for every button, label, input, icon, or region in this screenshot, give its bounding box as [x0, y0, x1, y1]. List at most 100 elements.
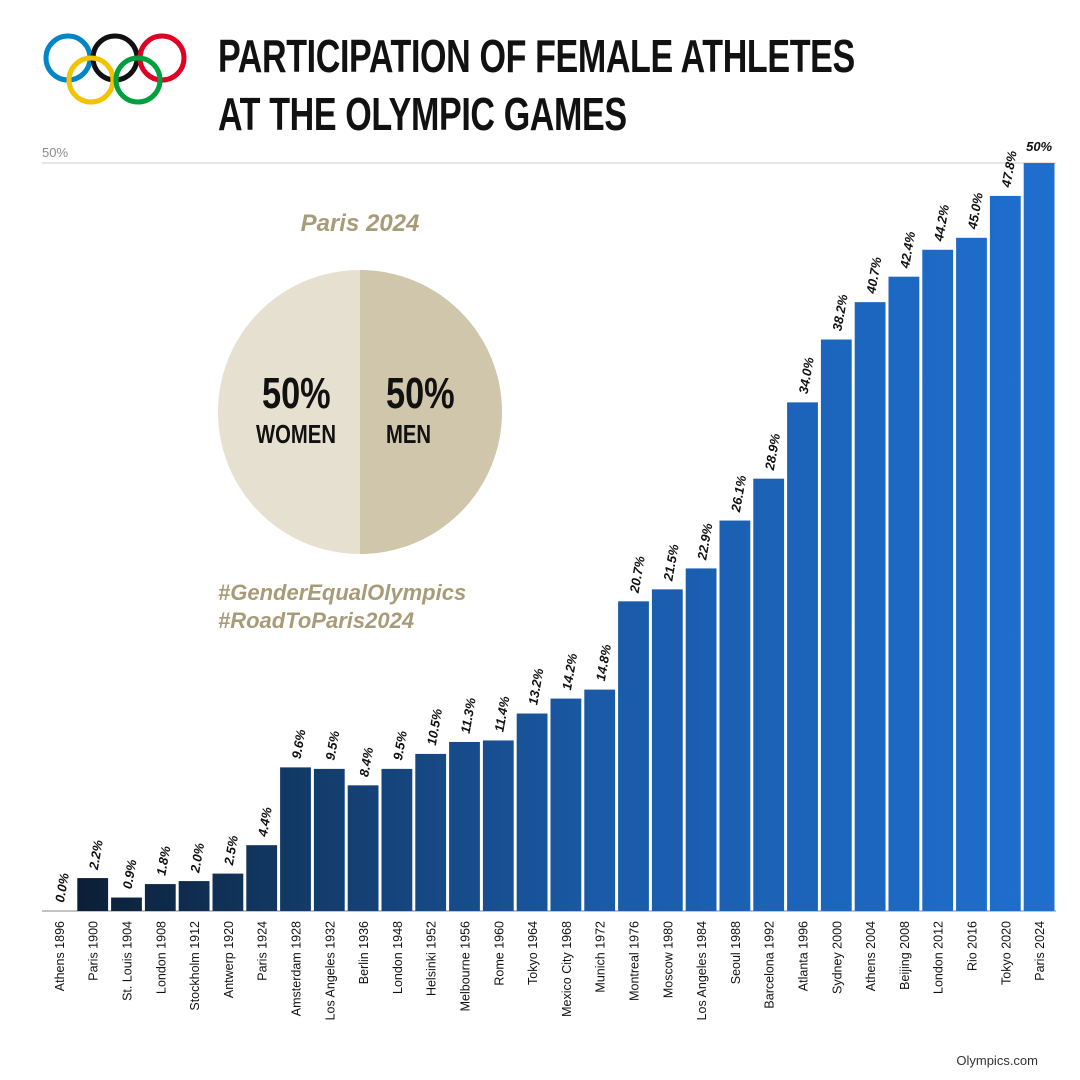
bar-13: [482, 740, 514, 911]
value-label-13: 11.4%: [491, 695, 512, 733]
value-label-23: 38.2%: [829, 293, 850, 332]
bar-19: [685, 568, 717, 911]
bar-12: [449, 741, 480, 911]
value-label-17: 20.7%: [627, 555, 648, 595]
category-label-27: Rio 2016: [966, 921, 980, 971]
category-label-9: Berlin 1936: [357, 921, 371, 984]
bar-3: [144, 884, 176, 911]
bar-15: [550, 698, 582, 911]
value-label-29: 50%: [1026, 139, 1052, 154]
bar-6: [246, 845, 278, 911]
category-label-17: Montreal 1976: [628, 921, 642, 1001]
bar-20: [719, 520, 751, 911]
bar-25: [888, 276, 920, 911]
bar-24: [854, 302, 886, 911]
category-label-1: Paris 1900: [87, 921, 101, 981]
value-label-28: 47.8%: [998, 149, 1019, 189]
value-label-25: 42.4%: [897, 230, 918, 270]
bar-5: [212, 873, 244, 911]
bar-7: [280, 767, 311, 911]
bar-27: [956, 237, 987, 912]
value-label-1: 2.2%: [86, 838, 106, 871]
value-label-11: 10.5%: [424, 707, 445, 746]
bar-21: [753, 478, 785, 911]
category-label-13: Rome 1960: [492, 921, 506, 986]
value-label-2: 0.9%: [120, 858, 140, 890]
bar-23: [820, 339, 852, 911]
value-label-4: 2.0%: [187, 841, 207, 874]
bar-18: [651, 589, 683, 911]
olympic-rings-logo: [43, 33, 187, 105]
category-label-28: Tokyo 2020: [999, 921, 1013, 985]
bar-4: [178, 881, 210, 911]
value-label-15: 14.2%: [559, 652, 580, 691]
top-axis-label: 50%: [42, 145, 69, 160]
category-label-2: St. Louis 1904: [121, 921, 135, 1001]
category-label-29: Paris 2024: [1033, 921, 1047, 981]
bar-2: [111, 897, 142, 911]
value-label-5: 2.5%: [221, 834, 241, 867]
category-label-12: Melbourne 1956: [459, 921, 473, 1011]
category-label-18: Moscow 1980: [661, 921, 675, 998]
value-label-0: 0.0%: [52, 871, 72, 903]
bar-10: [381, 768, 413, 911]
value-label-8: 9.5%: [322, 729, 342, 761]
bar-28: [989, 195, 1021, 912]
value-label-14: 13.2%: [525, 667, 546, 706]
value-label-12: 11.3%: [458, 696, 479, 734]
bar-16: [584, 689, 616, 911]
pie-women-label: WOMEN: [256, 419, 336, 449]
category-label-19: Los Angeles 1984: [695, 921, 709, 1020]
pie-men-label: MEN: [386, 419, 432, 449]
value-label-7: 9.6%: [289, 728, 309, 760]
pie-title: Paris 2024: [300, 210, 420, 237]
yellow-ring: [66, 55, 116, 105]
bar-11: [415, 753, 447, 911]
hashtag-gender-equal: #GenderEqualOlympics: [218, 580, 467, 605]
category-label-22: Atlanta 1996: [797, 921, 811, 991]
category-label-16: Munich 1972: [594, 921, 608, 993]
bar-9: [347, 785, 379, 911]
category-label-25: Beijing 2008: [898, 921, 912, 990]
value-label-18: 21.5%: [660, 543, 681, 583]
value-label-16: 14.8%: [593, 643, 614, 682]
pie-men-percent: 50%: [386, 369, 455, 418]
value-label-3: 1.8%: [153, 844, 173, 876]
pie-chart: [218, 270, 502, 554]
bar-17: [618, 601, 649, 911]
category-label-7: Amsterdam 1928: [290, 921, 304, 1016]
value-label-10: 9.5%: [390, 729, 410, 761]
chart-title-line-1: PARTICIPATION OF FEMALE ATHLETES: [218, 30, 855, 82]
value-label-9: 8.4%: [356, 746, 376, 778]
value-label-27: 45.0%: [965, 191, 986, 231]
category-label-3: London 1908: [154, 921, 168, 994]
pie-slice-women: [218, 270, 360, 554]
category-label-21: Barcelona 1992: [763, 921, 777, 1009]
value-label-22: 34.0%: [796, 356, 817, 395]
pie-women-percent: 50%: [262, 369, 331, 418]
category-label-24: Athens 2004: [864, 921, 878, 991]
bar-29: [1023, 163, 1055, 911]
category-label-20: Seoul 1988: [729, 921, 743, 984]
bar-14: [516, 713, 548, 911]
bar-8: [313, 768, 345, 911]
category-label-8: Los Angeles 1932: [323, 921, 337, 1020]
category-label-26: London 2012: [932, 921, 946, 994]
value-label-20: 26.1%: [728, 474, 749, 514]
bar-1: [77, 878, 109, 911]
bar-22: [787, 402, 818, 911]
category-label-10: London 1948: [391, 921, 405, 994]
category-label-5: Antwerp 1920: [222, 921, 236, 998]
category-label-14: Tokyo 1964: [526, 921, 540, 985]
source-credit: Olympics.com: [956, 1053, 1038, 1068]
value-label-24: 40.7%: [863, 255, 884, 295]
category-label-6: Paris 1924: [256, 921, 270, 981]
hashtag-road-to-paris: #RoadToParis2024: [218, 608, 415, 633]
value-label-19: 22.9%: [694, 522, 715, 562]
pie-slice-men: [360, 270, 502, 554]
value-label-6: 4.4%: [255, 805, 275, 838]
category-label-23: Sydney 2000: [830, 921, 844, 994]
green-ring: [113, 55, 163, 105]
category-label-0: Athens 1896: [53, 921, 67, 991]
